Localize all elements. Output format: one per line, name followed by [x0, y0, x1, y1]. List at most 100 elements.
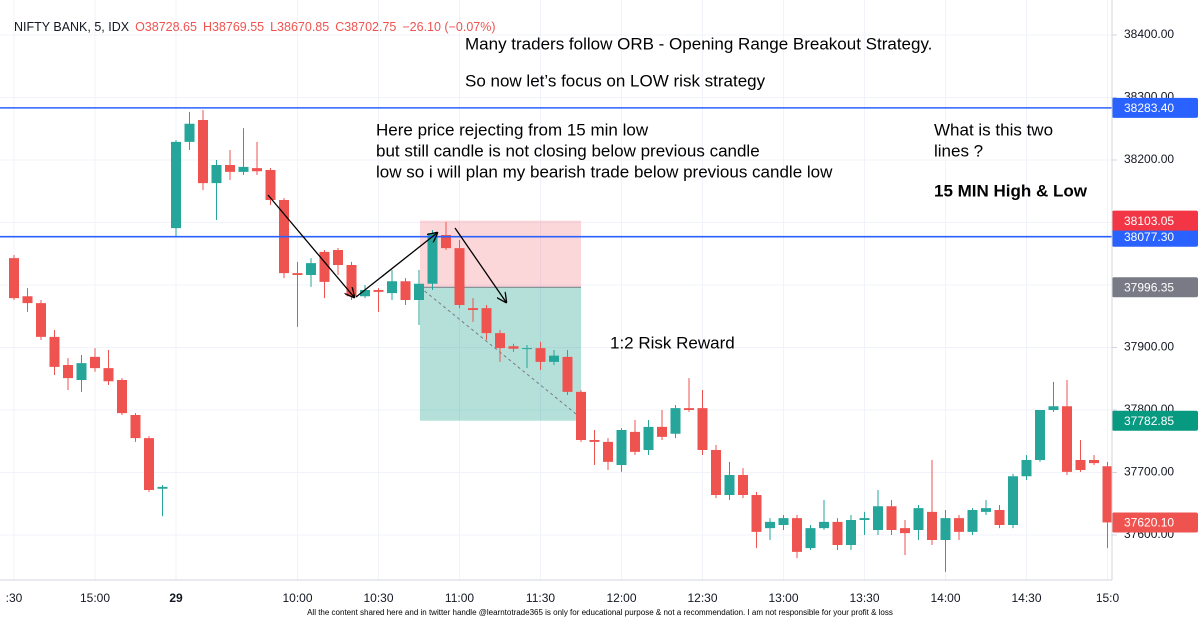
candle-body: [900, 528, 910, 534]
candle-body: [967, 510, 978, 532]
candle-body: [954, 518, 964, 532]
candle-body: [481, 308, 492, 334]
x-tick-label: 12:00: [606, 591, 636, 605]
arrow: [267, 194, 354, 297]
x-tick-label: 15:0: [1096, 591, 1120, 605]
candle-body: [1048, 406, 1059, 410]
candle-body: [1021, 460, 1032, 477]
candle-body: [36, 303, 46, 337]
x-tick-label: :30: [6, 591, 23, 605]
candle-body: [225, 165, 235, 172]
candle-body: [22, 296, 33, 304]
candle-body: [886, 506, 897, 530]
candle-body: [360, 290, 370, 297]
x-tick-label: 11:00: [445, 591, 474, 605]
candle-body: [265, 170, 276, 200]
candle-body: [184, 123, 195, 142]
candle-body: [792, 518, 802, 552]
candle-body: [144, 438, 154, 490]
price-badge: [1112, 410, 1198, 431]
candle-body: [427, 233, 438, 284]
price-badge: [1112, 210, 1198, 231]
price-badge-label: 37620.10: [1124, 516, 1174, 530]
candle-body: [873, 506, 883, 530]
risk-zone: [420, 220, 581, 288]
candle-body: [441, 235, 451, 249]
candle-body: [684, 408, 694, 410]
candle-body: [103, 368, 114, 382]
candle-body: [819, 521, 829, 529]
candle-body: [576, 391, 586, 440]
candle-body: [1035, 410, 1045, 460]
annotation: Many traders follow ORB - Opening Range …: [465, 34, 932, 53]
candle-body: [724, 475, 735, 495]
price-badge-label: 38103.05: [1124, 214, 1174, 228]
annotation: low so i will plan my bearish trade belo…: [376, 162, 833, 181]
x-tick-label: 29: [169, 591, 183, 605]
disclaimer: All the content shared here and in twitt…: [307, 608, 893, 617]
candle-body: [589, 440, 600, 442]
candle-body: [697, 408, 708, 450]
candle-body: [454, 248, 465, 305]
arrow: [454, 227, 506, 302]
x-tick-label: 10:00: [282, 591, 312, 605]
legend-field: C38702.75: [335, 20, 396, 34]
candle-body: [981, 508, 991, 512]
candle-body: [252, 168, 262, 172]
candle-body: [1008, 476, 1018, 525]
candle-body: [495, 333, 505, 349]
candle-body: [238, 166, 249, 172]
y-tick-label: 38200.00: [1124, 152, 1174, 166]
candle-body: [562, 356, 573, 392]
candle-body: [333, 250, 343, 265]
legend: NIFTY BANK, 5, IDX O38728.65 H38769.55 L386…: [14, 20, 496, 34]
price-badge-label: 37782.85: [1124, 414, 1174, 428]
candle-body: [738, 475, 748, 495]
x-tick-label: 12:30: [687, 591, 717, 605]
candle-body: [373, 290, 384, 292]
candle-body: [171, 141, 181, 229]
legend-field: L38670.85: [270, 20, 329, 34]
arrows: [267, 194, 506, 302]
candle-body: [616, 430, 627, 465]
candle-body: [927, 511, 937, 540]
candle-body: [603, 441, 613, 462]
y-tick-label: 38400.00: [1124, 27, 1174, 41]
x-tick-label: 10:30: [363, 591, 393, 605]
candle-body: [387, 281, 397, 294]
x-tick-label: 14:30: [1011, 591, 1041, 605]
price-badge: [1112, 226, 1198, 247]
candle-body: [157, 486, 168, 489]
x-tick-label: 11:30: [526, 591, 555, 605]
annotation: So now let’s focus on LOW risk strategy: [465, 71, 766, 90]
price-badge: [1112, 97, 1198, 118]
candle-body: [522, 348, 532, 350]
candle-body: [549, 355, 559, 362]
candle-body: [657, 426, 667, 437]
x-tick-label: 13:30: [849, 591, 879, 605]
candle-body: [1089, 460, 1099, 464]
price-badge: [1112, 277, 1198, 298]
candle-body: [346, 265, 357, 297]
annotation: but still candle is not closing below pr…: [376, 141, 760, 160]
candle-body: [90, 356, 100, 369]
candle-body: [913, 508, 924, 530]
candle-body: [198, 120, 208, 184]
legend-field: −26.10 (−0.07%): [402, 20, 495, 34]
x-tick-label: 15:00: [80, 591, 110, 605]
candle-body: [535, 348, 546, 362]
y-tick-label: 37700.00: [1124, 465, 1174, 479]
candle-body: [940, 518, 951, 540]
candle-body: [643, 426, 654, 450]
symbol: NIFTY BANK, 5, IDX: [14, 20, 130, 34]
candle-body: [859, 518, 870, 520]
candle-body: [765, 521, 775, 529]
x-tick-label: 14:00: [930, 591, 960, 605]
price-badge-label: 38283.40: [1124, 101, 1174, 115]
candle-body: [9, 258, 19, 299]
candle-body: [117, 380, 127, 414]
price-badge-label: 37996.35: [1124, 280, 1174, 294]
candle-body: [994, 510, 1005, 525]
candle-body: [630, 431, 640, 452]
